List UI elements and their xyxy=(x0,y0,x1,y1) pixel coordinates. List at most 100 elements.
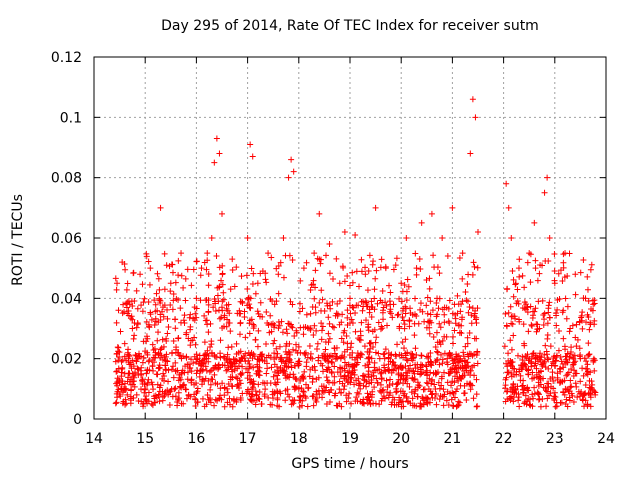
data-point xyxy=(404,398,411,405)
data-point xyxy=(376,387,383,394)
data-point xyxy=(336,280,343,287)
data-point xyxy=(395,376,402,383)
data-point xyxy=(444,252,451,259)
data-point xyxy=(394,341,401,348)
data-point xyxy=(589,381,596,388)
data-point xyxy=(533,371,540,378)
data-point xyxy=(368,298,375,305)
data-point xyxy=(502,310,509,317)
data-point xyxy=(556,366,563,373)
data-point xyxy=(214,292,221,299)
data-point xyxy=(327,352,334,359)
data-point xyxy=(263,370,270,377)
data-point xyxy=(360,372,367,379)
data-point xyxy=(227,328,234,335)
data-point xyxy=(311,295,318,302)
data-point xyxy=(371,384,378,391)
data-point xyxy=(434,356,441,363)
data-point xyxy=(544,388,551,395)
data-point xyxy=(441,369,448,376)
data-point xyxy=(397,364,404,371)
data-point xyxy=(545,309,552,316)
data-point xyxy=(300,265,307,272)
data-point xyxy=(446,370,453,377)
data-point xyxy=(395,401,402,408)
data-point xyxy=(278,318,285,325)
data-point xyxy=(203,401,210,408)
data-point xyxy=(352,328,359,335)
data-point xyxy=(178,355,185,362)
data-point xyxy=(253,392,260,399)
data-point xyxy=(403,288,410,295)
data-point xyxy=(574,394,581,401)
data-point xyxy=(469,271,476,278)
data-point xyxy=(324,367,331,374)
data-point xyxy=(382,299,389,306)
data-point xyxy=(311,322,318,329)
data-point xyxy=(574,336,581,343)
data-point xyxy=(445,318,452,325)
data-point xyxy=(223,305,230,312)
data-point xyxy=(256,396,263,403)
data-point xyxy=(420,386,427,393)
data-point xyxy=(211,159,218,166)
data-point xyxy=(404,357,411,364)
data-point xyxy=(336,378,343,385)
data-point xyxy=(565,388,572,395)
data-point xyxy=(256,357,263,364)
data-point xyxy=(358,298,365,305)
data-point xyxy=(190,360,197,367)
data-point xyxy=(236,310,243,317)
data-point xyxy=(471,263,478,270)
data-point xyxy=(114,344,121,351)
data-point xyxy=(276,403,283,410)
data-point xyxy=(524,259,531,266)
data-point xyxy=(461,362,468,369)
data-point xyxy=(412,250,419,257)
data-point xyxy=(323,252,330,259)
data-point xyxy=(279,329,286,336)
data-point xyxy=(436,270,443,277)
data-point xyxy=(505,204,512,211)
data-point xyxy=(312,267,319,274)
data-point xyxy=(314,255,321,262)
data-point xyxy=(233,373,240,380)
data-point xyxy=(170,363,177,370)
data-point xyxy=(371,286,378,293)
data-point xyxy=(229,368,236,375)
data-point xyxy=(152,399,159,406)
data-point xyxy=(258,353,265,360)
data-point xyxy=(364,390,371,397)
data-point xyxy=(261,393,268,400)
data-point xyxy=(561,391,568,398)
data-point xyxy=(330,275,337,282)
data-point xyxy=(358,319,365,326)
data-point xyxy=(434,339,441,346)
data-point xyxy=(542,258,549,265)
data-point xyxy=(275,370,282,377)
data-point xyxy=(588,261,595,268)
data-point xyxy=(293,329,300,336)
data-point xyxy=(295,358,302,365)
x-axis-label: GPS time / hours xyxy=(291,456,409,472)
data-point xyxy=(145,358,152,365)
data-point xyxy=(178,384,185,391)
data-point xyxy=(389,394,396,401)
data-point xyxy=(551,251,558,258)
data-point xyxy=(556,327,563,334)
data-point xyxy=(405,283,412,290)
data-point xyxy=(441,311,448,318)
data-point xyxy=(376,355,383,362)
data-point xyxy=(423,363,430,370)
data-point xyxy=(366,340,373,347)
data-point xyxy=(322,357,329,364)
data-point xyxy=(570,354,577,361)
data-point xyxy=(129,357,136,364)
data-point xyxy=(226,395,233,402)
data-point xyxy=(205,358,212,365)
data-point xyxy=(312,304,319,311)
data-point xyxy=(349,269,356,276)
chart-title: Day 295 of 2014, Rate Of TEC Index for r… xyxy=(161,18,539,34)
data-point xyxy=(451,379,458,386)
data-point xyxy=(379,325,386,332)
